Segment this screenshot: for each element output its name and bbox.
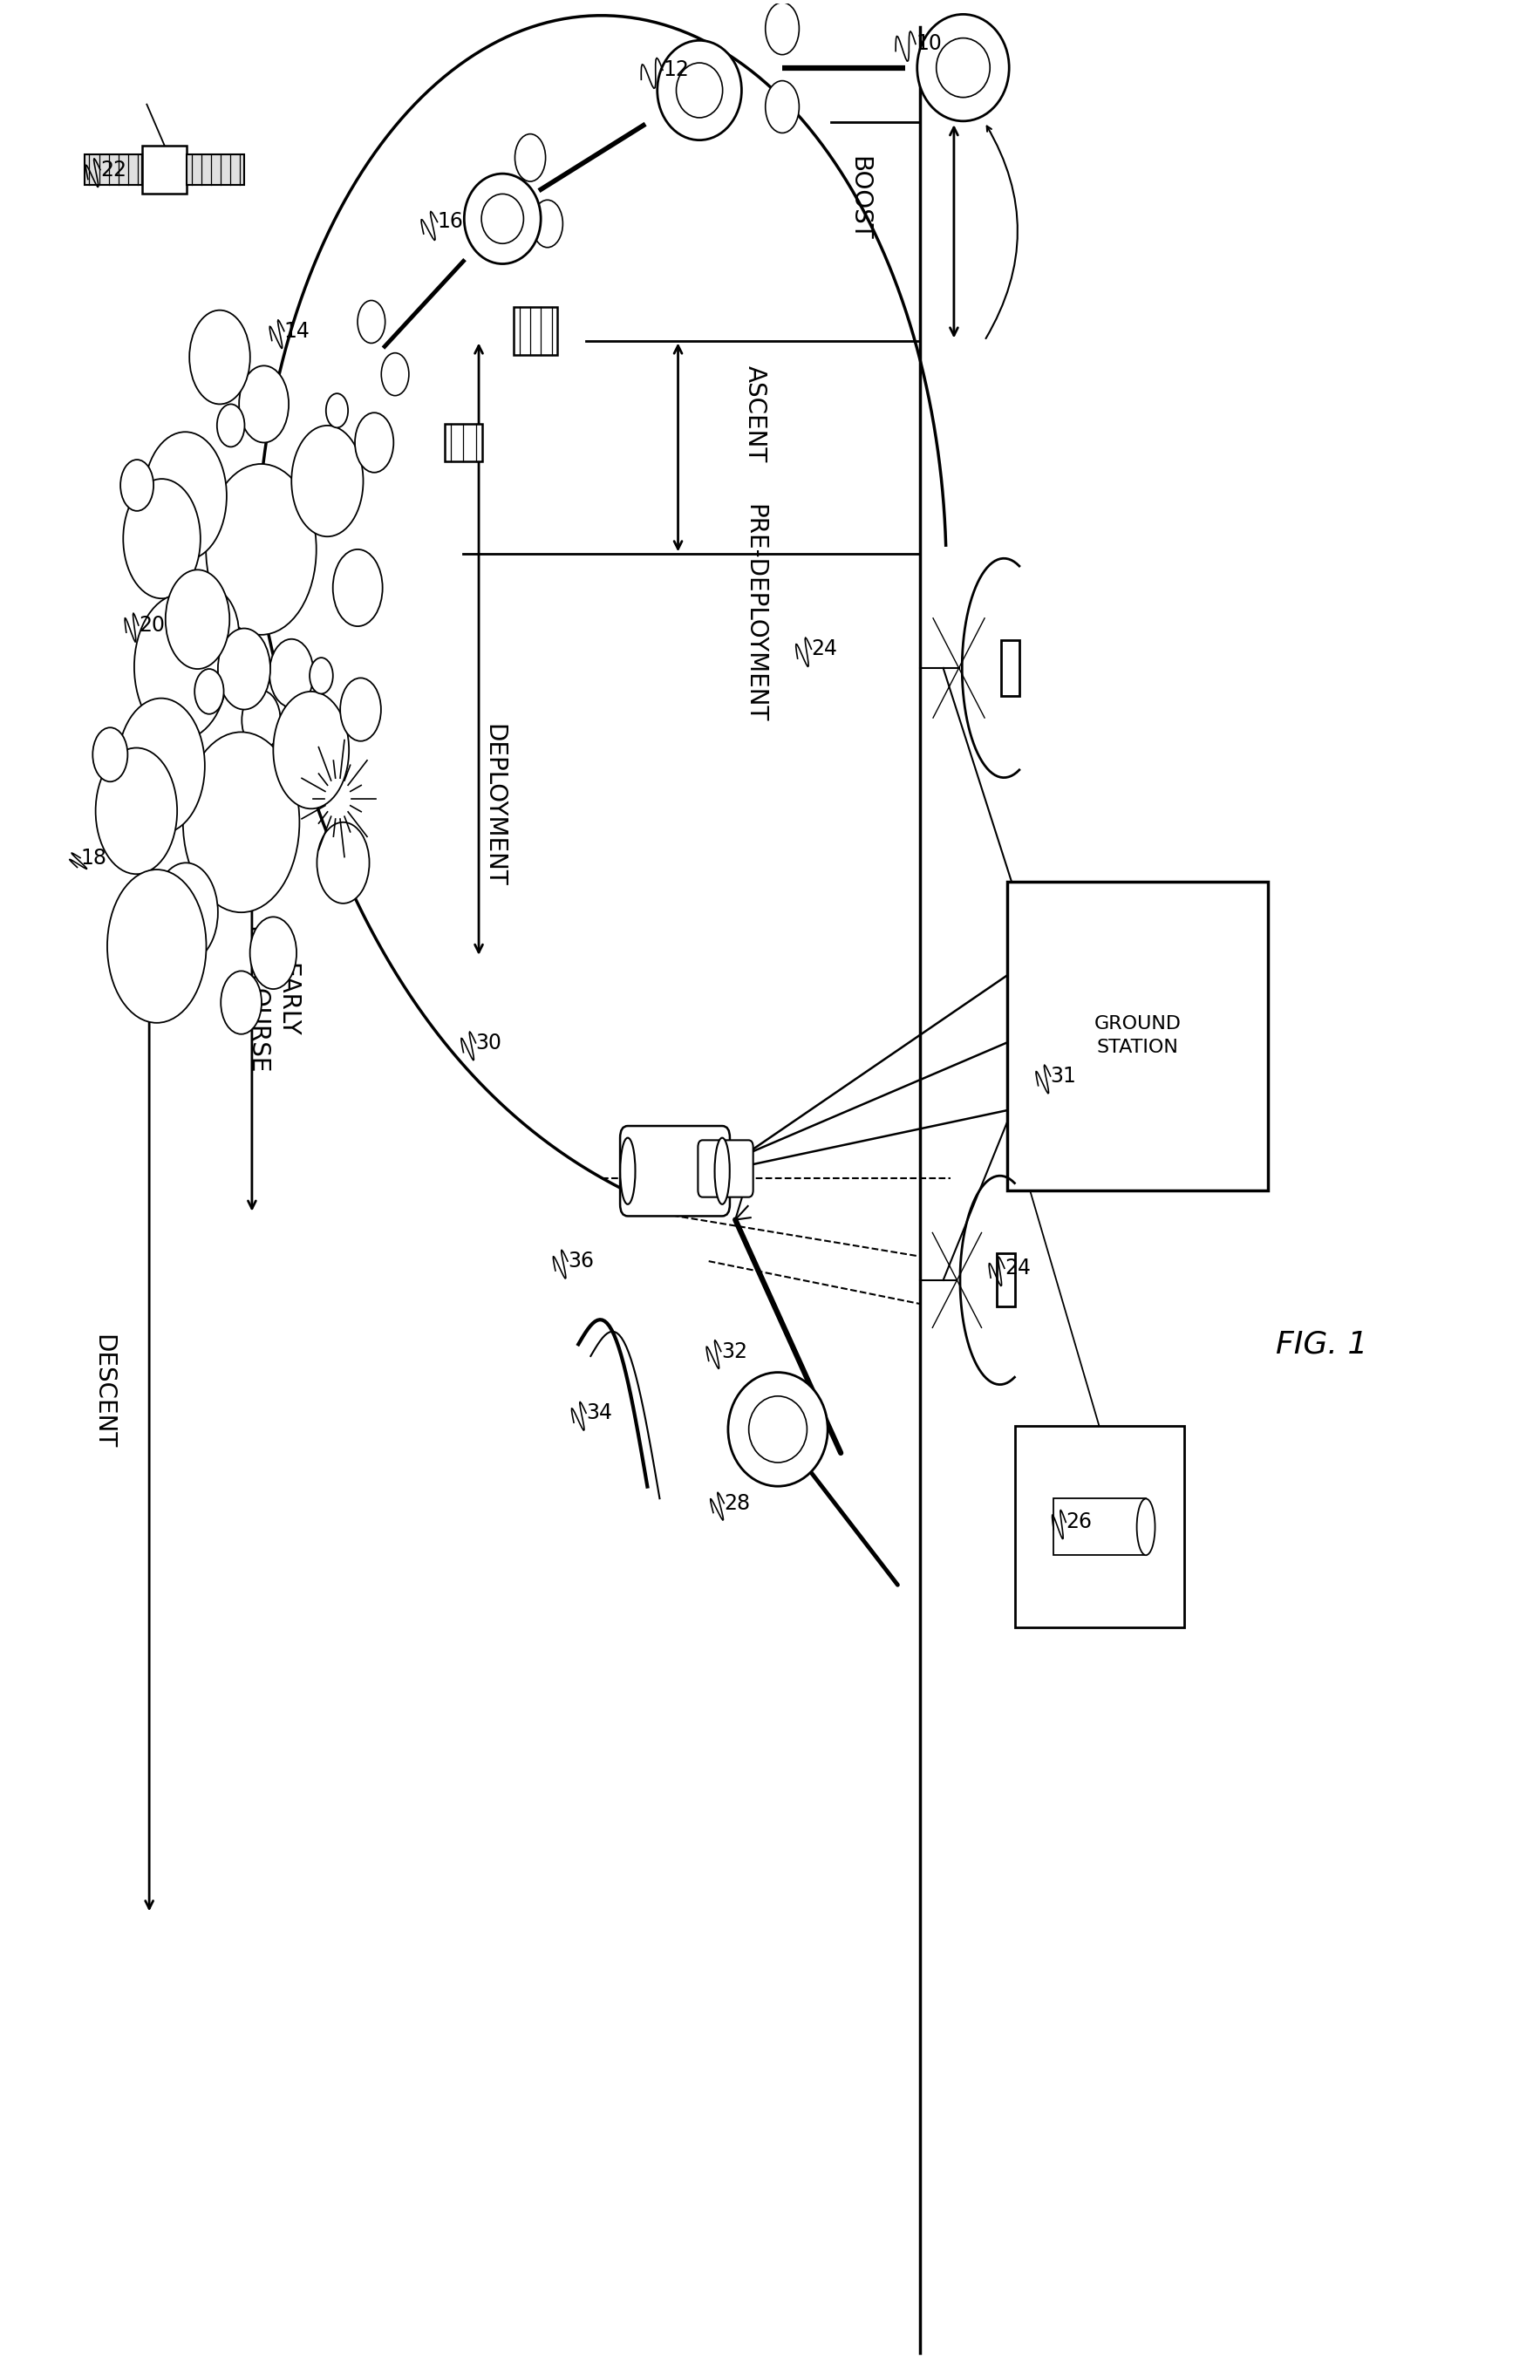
Circle shape — [189, 309, 249, 405]
Circle shape — [354, 412, 394, 474]
Circle shape — [220, 971, 262, 1035]
Circle shape — [206, 464, 316, 635]
Circle shape — [382, 352, 410, 395]
Circle shape — [194, 669, 223, 714]
Circle shape — [310, 657, 333, 693]
Text: 12: 12 — [662, 60, 688, 81]
Circle shape — [357, 300, 385, 343]
Circle shape — [239, 367, 288, 443]
Text: DEPLOYMENT: DEPLOYMENT — [482, 724, 507, 888]
Circle shape — [217, 628, 271, 709]
Circle shape — [92, 728, 128, 781]
Circle shape — [179, 588, 239, 681]
Circle shape — [154, 864, 217, 962]
Text: ASCENT: ASCENT — [742, 367, 767, 462]
Bar — [1015, 1426, 1184, 1628]
Ellipse shape — [658, 40, 742, 140]
FancyBboxPatch shape — [621, 1126, 730, 1216]
Circle shape — [183, 733, 299, 912]
FancyBboxPatch shape — [698, 1140, 753, 1197]
Ellipse shape — [715, 1138, 730, 1204]
Circle shape — [143, 431, 226, 559]
Circle shape — [270, 640, 314, 707]
Text: 20: 20 — [139, 614, 165, 635]
Text: 31: 31 — [1050, 1066, 1076, 1088]
Circle shape — [242, 690, 280, 750]
Text: DESCENT: DESCENT — [91, 1335, 116, 1449]
Circle shape — [273, 693, 350, 809]
Circle shape — [217, 405, 245, 447]
Ellipse shape — [728, 1373, 827, 1485]
Circle shape — [108, 869, 206, 1023]
Bar — [445, 424, 482, 462]
Ellipse shape — [1137, 1499, 1155, 1554]
Text: 32: 32 — [721, 1340, 747, 1361]
FancyBboxPatch shape — [1007, 881, 1267, 1190]
Circle shape — [514, 133, 545, 181]
Ellipse shape — [936, 38, 990, 98]
Circle shape — [326, 393, 348, 428]
Bar — [186, 155, 245, 186]
Circle shape — [134, 595, 228, 740]
Text: 16: 16 — [437, 212, 464, 233]
Text: 34: 34 — [587, 1402, 613, 1423]
Circle shape — [533, 200, 562, 248]
Text: 30: 30 — [476, 1033, 502, 1054]
Bar — [85, 155, 142, 186]
Text: 14: 14 — [283, 321, 310, 343]
Ellipse shape — [621, 1138, 636, 1204]
Ellipse shape — [464, 174, 541, 264]
Text: 26: 26 — [1066, 1511, 1092, 1533]
Ellipse shape — [748, 1397, 807, 1464]
Circle shape — [95, 747, 177, 873]
Text: 24: 24 — [1004, 1259, 1030, 1278]
Ellipse shape — [938, 38, 989, 98]
Text: 18: 18 — [80, 847, 106, 869]
Text: BOOST: BOOST — [847, 157, 872, 240]
Ellipse shape — [676, 62, 722, 117]
Text: PRE-DEPLOYMENT: PRE-DEPLOYMENT — [742, 505, 767, 724]
Circle shape — [249, 916, 297, 990]
Bar — [996, 1254, 1015, 1307]
Text: 22: 22 — [100, 159, 126, 181]
Text: 10: 10 — [916, 33, 941, 55]
Bar — [514, 307, 557, 355]
Ellipse shape — [482, 193, 524, 243]
Bar — [1053, 1499, 1146, 1554]
Text: 28: 28 — [724, 1492, 750, 1514]
Circle shape — [340, 678, 380, 740]
Text: GROUND
STATION: GROUND STATION — [1095, 1016, 1181, 1057]
Text: 36: 36 — [568, 1252, 594, 1271]
Bar — [1001, 640, 1019, 695]
Circle shape — [120, 459, 154, 512]
Bar — [142, 145, 186, 193]
Circle shape — [291, 426, 363, 536]
Circle shape — [117, 697, 205, 833]
Circle shape — [123, 478, 200, 597]
Circle shape — [765, 81, 799, 133]
Text: EARLY
MIDCOURSE: EARLY MIDCOURSE — [245, 926, 299, 1073]
Circle shape — [765, 2, 799, 55]
Circle shape — [317, 821, 370, 904]
Text: 24: 24 — [812, 638, 838, 659]
Circle shape — [165, 569, 229, 669]
Text: FIG. 1: FIG. 1 — [1275, 1330, 1368, 1359]
Circle shape — [333, 550, 382, 626]
Ellipse shape — [918, 14, 1009, 121]
